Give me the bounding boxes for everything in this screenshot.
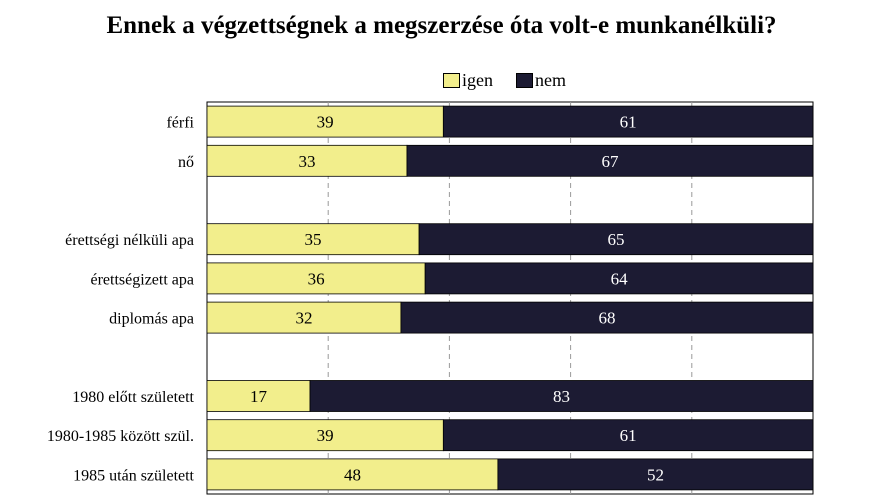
bar-igen xyxy=(206,380,311,412)
bar-igen xyxy=(206,301,402,334)
legend: igen nem xyxy=(0,70,883,92)
legend-swatch-igen xyxy=(443,73,460,88)
data-label-igen: 17 xyxy=(250,387,268,406)
legend-label-nem: nem xyxy=(535,70,566,90)
bar-nem xyxy=(424,262,814,295)
data-label-igen: 35 xyxy=(305,230,322,249)
chart-title: Ennek a végzettségnek a megszerzése óta … xyxy=(106,12,777,39)
data-label-igen: 32 xyxy=(295,309,312,328)
category-label: érettségi nélküli apa xyxy=(65,232,194,249)
legend-label-igen: igen xyxy=(462,70,493,90)
legend-swatch-nem xyxy=(516,73,533,88)
bar-igen xyxy=(206,262,426,295)
bar-igen xyxy=(206,144,408,177)
bar-nem xyxy=(497,458,814,491)
data-label-igen: 39 xyxy=(317,113,334,132)
legend-item-nem: nem xyxy=(516,70,566,91)
bar-nem xyxy=(400,301,814,334)
data-label-nem: 64 xyxy=(611,269,629,288)
data-label-nem: 65 xyxy=(608,230,625,249)
category-label: férfi xyxy=(166,115,194,132)
category-label: 1985 után született xyxy=(73,467,194,484)
data-label-nem: 68 xyxy=(598,309,615,328)
data-label-nem: 52 xyxy=(647,465,664,484)
data-label-igen: 39 xyxy=(317,426,334,445)
bar-igen xyxy=(206,223,420,256)
category-label: diplomás apa xyxy=(109,311,194,328)
bar-nem xyxy=(418,223,814,256)
bar-igen xyxy=(206,419,444,452)
bar-nem xyxy=(442,419,814,452)
legend-item-igen: igen xyxy=(443,70,493,91)
category-label: 1980-1985 között szül. xyxy=(47,428,194,445)
data-label-igen: 36 xyxy=(308,269,325,288)
bar-nem xyxy=(406,144,814,177)
data-label-nem: 67 xyxy=(601,152,619,171)
bar-nem xyxy=(309,380,814,412)
data-label-igen: 48 xyxy=(344,465,361,484)
category-label: érettségizett apa xyxy=(91,271,195,288)
data-label-nem: 83 xyxy=(553,387,570,406)
data-label-nem: 61 xyxy=(620,426,637,445)
category-label: nő xyxy=(178,154,194,171)
category-label: 1980 előtt született xyxy=(72,389,194,406)
data-label-nem: 61 xyxy=(620,113,637,132)
data-label-igen: 33 xyxy=(298,152,315,171)
bar-nem xyxy=(442,105,814,138)
